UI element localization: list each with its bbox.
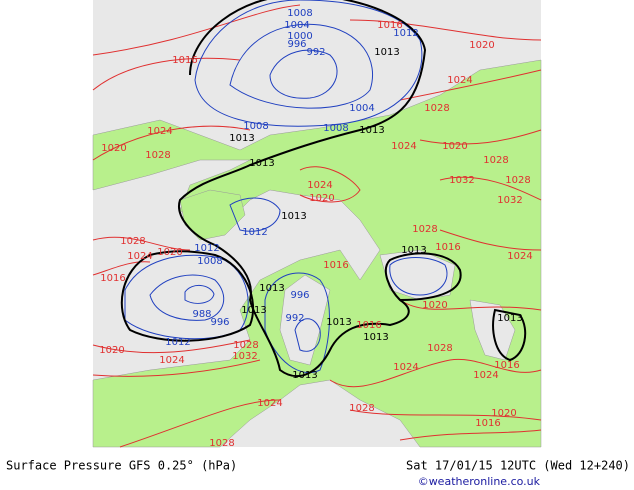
isobar-label: 1020 [101, 143, 126, 154]
valid-time: Sat 17/01/15 12UTC (Wed 12+240) [406, 459, 630, 473]
isobar-label: 996 [210, 317, 229, 328]
isobar-label: 1012 [242, 227, 267, 238]
isobar-label: 1020 [469, 40, 494, 51]
isobar-label: 1028 [145, 150, 170, 161]
isobar-label: 1016 [172, 55, 197, 66]
isobar-label: 1008 [323, 123, 348, 134]
isobar-label: 1020 [422, 300, 447, 311]
isobar-label: 1013 [292, 370, 317, 381]
isobar-label: 1024 [307, 180, 332, 191]
isobar-label: 992 [285, 313, 304, 324]
isobar-label: 1024 [257, 398, 282, 409]
isobar-label: 1020 [157, 247, 182, 258]
isobar-label: 1028 [120, 236, 145, 247]
isobar-label: 1028 [424, 103, 449, 114]
isobar-label: 1013 [374, 47, 399, 58]
isobar-label: 1012 [165, 337, 190, 348]
isobar-label: 1013 [249, 158, 274, 169]
isobar-label: 1028 [209, 438, 234, 449]
isobar-label: 1016 [100, 273, 125, 284]
isobar-label: 1016 [377, 20, 402, 31]
isobar-label: 1028 [233, 340, 258, 351]
isobar-label: 1028 [349, 403, 374, 414]
isobar-label: 1016 [475, 418, 500, 429]
isobars [92, 0, 542, 448]
isobar-label: 1012 [194, 243, 219, 254]
isobar-label: 1028 [505, 175, 530, 186]
isobar-label: 1013 [363, 332, 388, 343]
isobar-label: 1024 [473, 370, 498, 381]
isobar-label: 1024 [127, 251, 152, 262]
isobar-label: 1028 [412, 224, 437, 235]
isobar-label: 1024 [391, 141, 416, 152]
isobar-label: 1028 [427, 343, 452, 354]
isobar-label: 996 [290, 290, 309, 301]
isobar-label: 1013 [359, 125, 384, 136]
isobar-label: 1016 [356, 320, 381, 331]
isobar-label: 988 [192, 309, 211, 320]
isobar-label: 1008 [243, 121, 268, 132]
isobar-label: 1016 [323, 260, 348, 271]
isobar-label: 1024 [393, 362, 418, 373]
isobar-label: 992 [306, 47, 325, 58]
isobar-label: 1008 [197, 256, 222, 267]
isobar-label: 1020 [309, 193, 334, 204]
isobar-label: 1032 [449, 175, 474, 186]
isobar-labels: 1016101210131020101610081004100099699210… [99, 8, 532, 449]
isobar-label: 1000 [287, 31, 312, 42]
isobar-label: 1024 [507, 251, 532, 262]
isobar-label: 1020 [491, 408, 516, 419]
isobar-label: 1024 [147, 126, 172, 137]
isobar-label: 1013 [497, 313, 522, 324]
isobar-label: 1016 [494, 360, 519, 371]
isobar-label: 1013 [281, 211, 306, 222]
isobar-label: 1016 [435, 242, 460, 253]
isobar-label: 996 [287, 39, 306, 50]
isobar-label: 1020 [99, 345, 124, 356]
isobar-label: 1004 [349, 103, 374, 114]
isobar-label: 1013 [241, 305, 266, 316]
isobar-label: 1032 [497, 195, 522, 206]
isobar-label: 1013 [229, 133, 254, 144]
isobar-label: 1012 [393, 28, 418, 39]
map-title: Surface Pressure GFS 0.25° (hPa) [6, 459, 237, 473]
isobar-label: 1013 [259, 283, 284, 294]
isobar-label: 1028 [483, 155, 508, 166]
isobar-label: 1024 [447, 75, 472, 86]
isobar-label: 1008 [287, 8, 312, 19]
isobar-label: 1024 [159, 355, 184, 366]
credit: ©weatheronline.co.uk [418, 475, 541, 488]
isobar-label: 1013 [326, 317, 351, 328]
isobar-label: 1032 [232, 351, 257, 362]
isobar-label: 1004 [284, 20, 309, 31]
isobar-label: 1020 [442, 141, 467, 152]
isobar-label: 1013 [401, 245, 426, 256]
